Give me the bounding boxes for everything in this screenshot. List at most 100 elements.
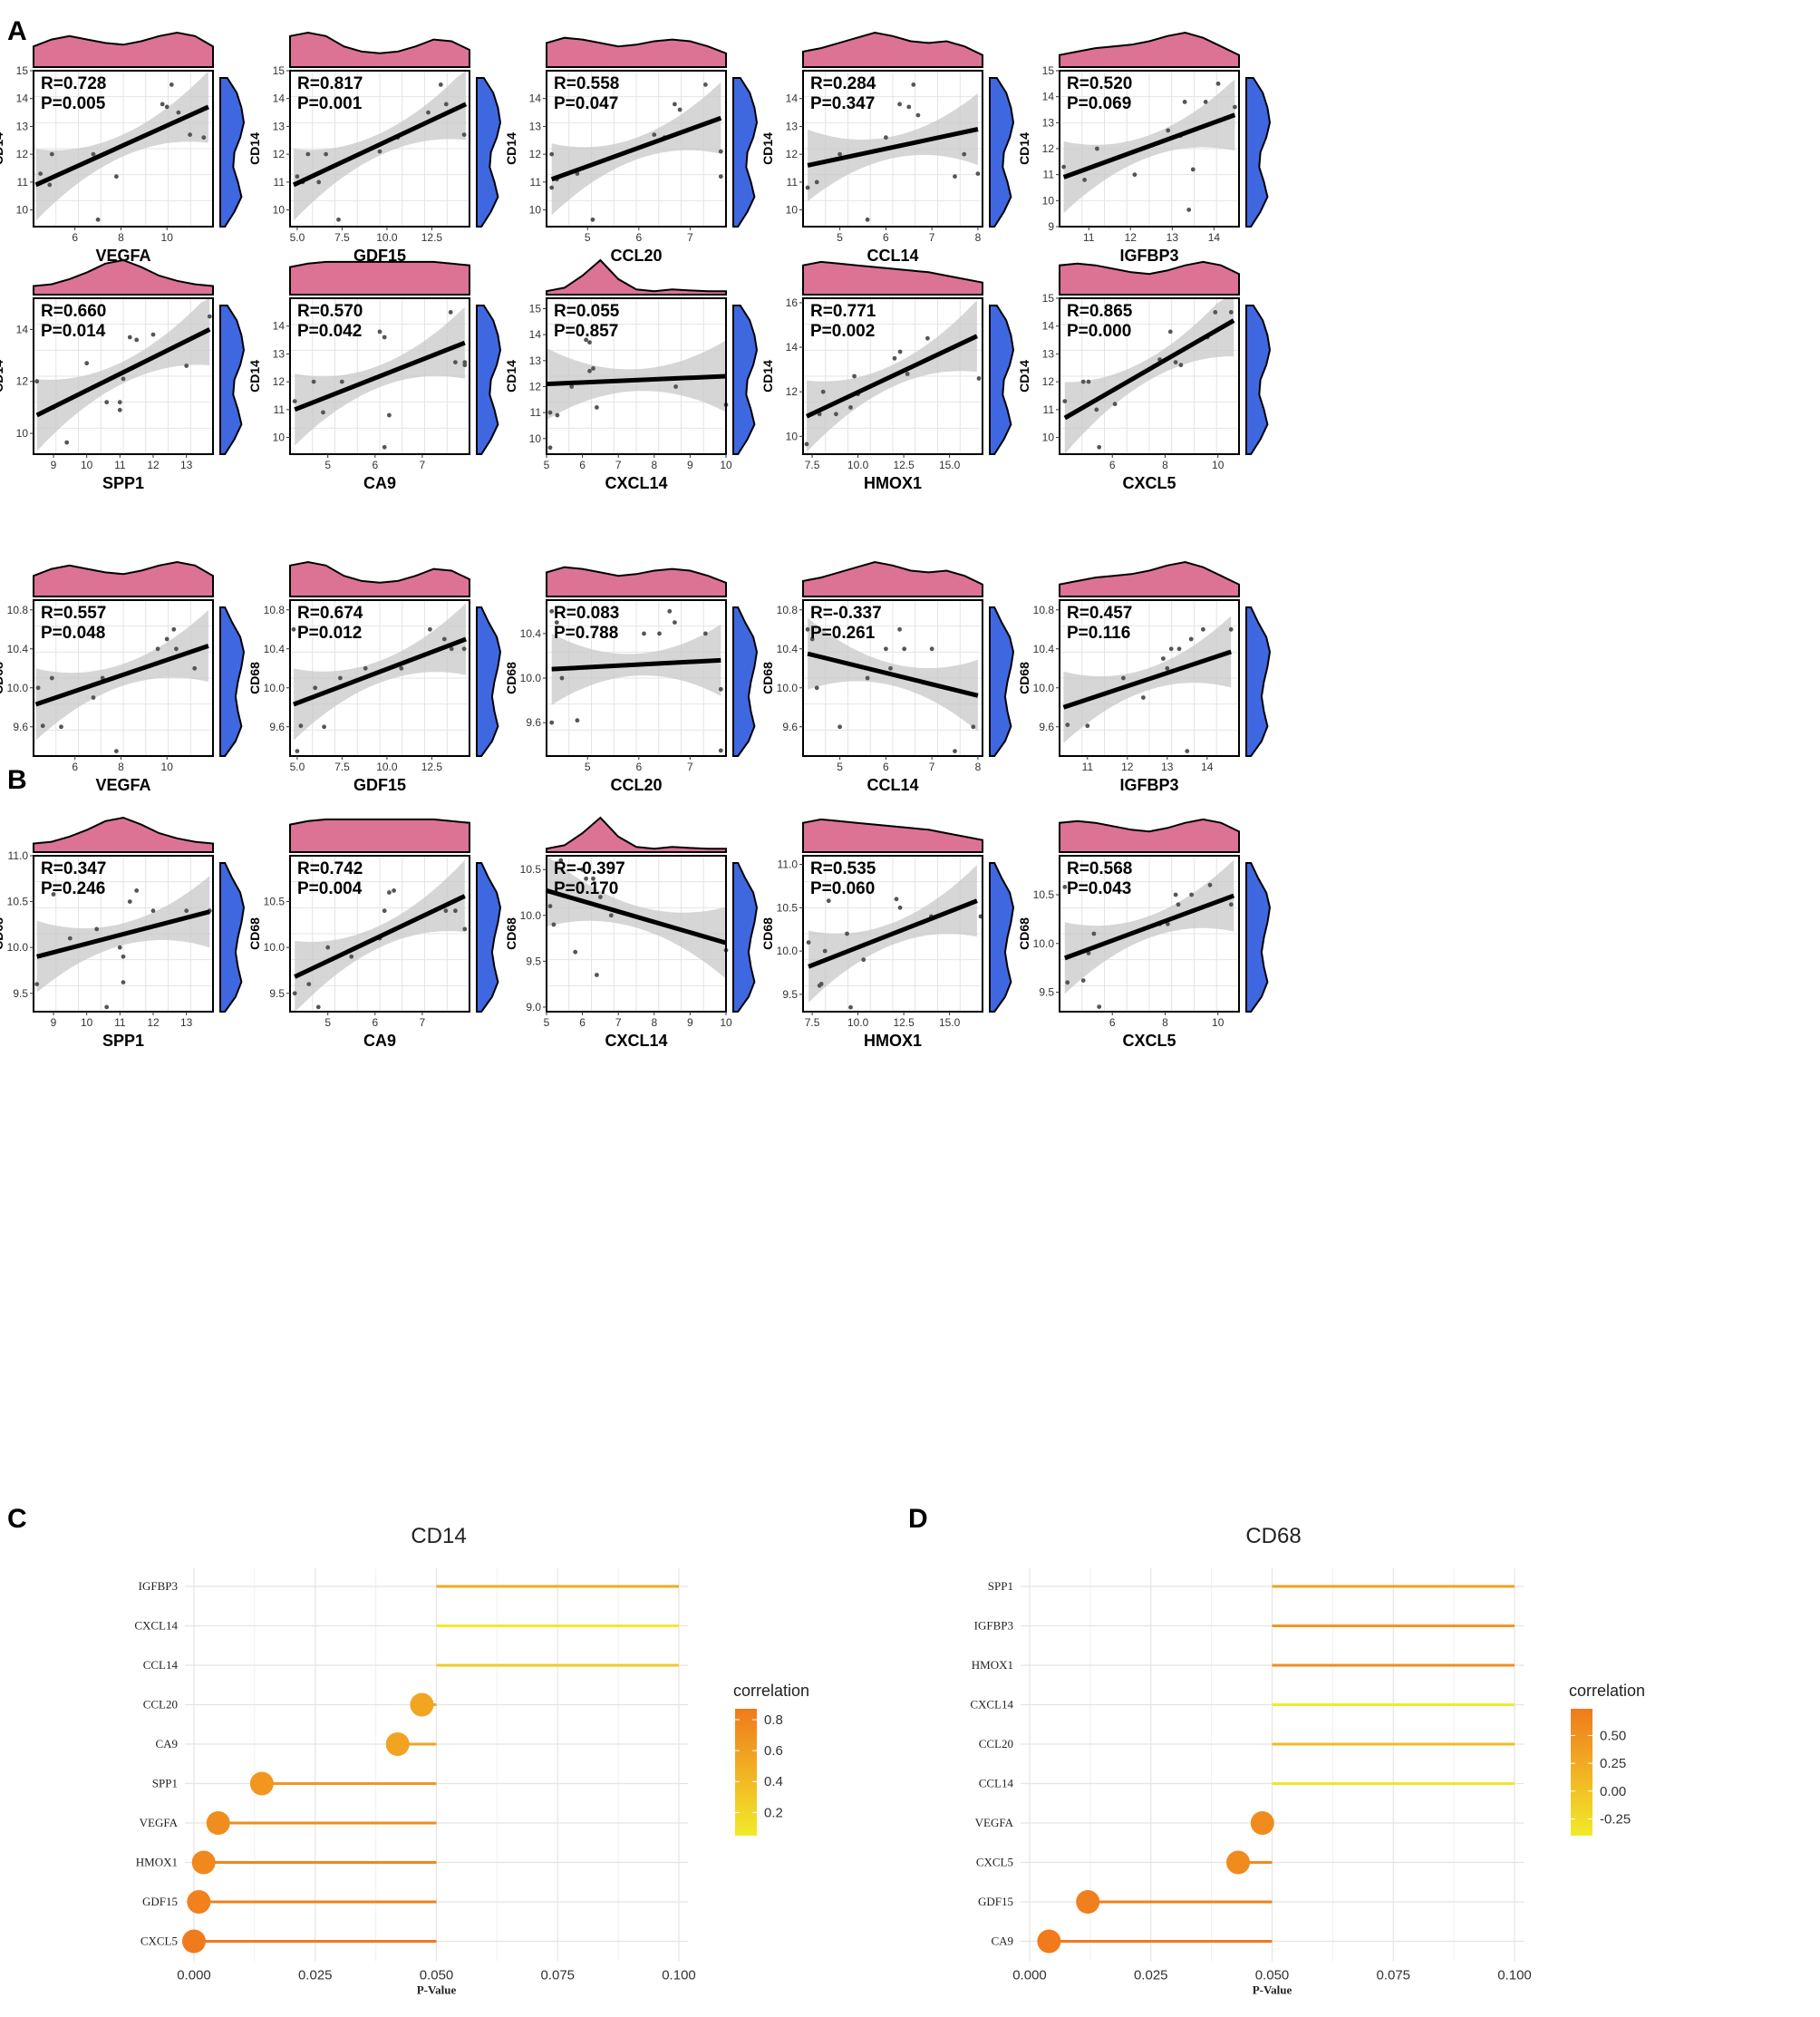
x-tick-label: 5 — [837, 761, 843, 773]
plot-frame — [33, 297, 214, 455]
data-point — [897, 349, 903, 354]
y-axis-label: CD68 — [0, 917, 5, 950]
x-tick-label: 6 — [372, 459, 378, 471]
data-point — [587, 368, 592, 373]
plot-frame — [33, 599, 214, 757]
data-point — [169, 82, 174, 87]
data-point — [121, 376, 126, 382]
x-axis-label: HMOX1 — [864, 1032, 922, 1050]
data-point — [894, 897, 899, 902]
data-point — [134, 888, 140, 893]
data-point — [313, 685, 318, 691]
category-label: GDF15 — [142, 1895, 178, 1908]
data-point — [1203, 100, 1208, 104]
y-tick-label: 9.5 — [13, 987, 28, 1000]
regression-line — [546, 888, 727, 945]
y-tick-label: 9.6 — [13, 721, 28, 733]
data-point — [929, 646, 934, 652]
x-axis-label: CCL20 — [610, 247, 662, 265]
data-point — [1062, 399, 1068, 403]
data-point — [595, 405, 599, 410]
data-point — [549, 608, 555, 614]
x-tick-label: 10.0 — [847, 1016, 869, 1029]
top-density-curve — [33, 258, 214, 296]
x-tick-label: 10 — [720, 459, 732, 471]
r-value-label: R=0.347 — [41, 859, 106, 878]
data-point — [953, 749, 957, 753]
top-density-curve — [802, 260, 983, 296]
top-density-curve — [802, 818, 983, 853]
y-tick-label: 11 — [1043, 403, 1055, 416]
x-tick-label: 7 — [420, 459, 426, 471]
category-label: CCL14 — [979, 1777, 1014, 1790]
confidence-ribbon — [1064, 298, 1234, 454]
data-point — [449, 646, 454, 652]
y-tick-label: 9 — [1048, 220, 1054, 233]
x-tick-label: 15.0 — [939, 459, 961, 471]
data-point — [718, 686, 723, 692]
y-tick-label: 12 — [1042, 375, 1055, 388]
y-tick-label: 10 — [786, 204, 799, 217]
y-axis-label: CD68 — [1017, 662, 1031, 694]
x-tick-label: 13 — [180, 459, 193, 471]
x-tick-label: 13 — [1167, 231, 1179, 244]
data-point — [316, 179, 322, 185]
data-point — [805, 185, 810, 190]
right-density-curve — [219, 77, 246, 228]
y-tick-label: 10.0 — [264, 941, 286, 954]
top-density-curve — [289, 31, 470, 68]
x-axis-label: SPP1 — [102, 1032, 144, 1050]
x-tick-label: 5.0 — [290, 231, 305, 244]
data-point — [703, 82, 708, 87]
data-point — [34, 982, 40, 986]
data-point — [1176, 902, 1181, 907]
scatter-plot-hmox1: 7.5 10.0 12.5 15.0 9.5 10.0 10.5 11.0 R=0.535P=0… — [760, 818, 1015, 1050]
x-tick-label: 6 — [579, 459, 586, 471]
y-tick-label: 11 — [787, 176, 799, 189]
data-point — [349, 954, 354, 959]
x-tick-label: 6 — [883, 231, 889, 244]
data-point — [820, 389, 826, 394]
right-density-curve — [219, 305, 246, 455]
y-tick-label: 10 — [16, 204, 29, 217]
x-tick-label: 10 — [81, 1016, 93, 1029]
top-density-curve — [802, 31, 983, 68]
y-axis-label: CD68 — [504, 917, 518, 950]
data-point — [569, 384, 575, 389]
y-tick-label: 10.5 — [777, 901, 799, 914]
r-value-label: R=0.568 — [1067, 859, 1132, 878]
right-density-curve — [732, 862, 759, 1013]
x-tick-label: 5 — [324, 459, 331, 471]
plot-frame — [546, 297, 727, 455]
data-point — [387, 412, 392, 418]
x-tick-label: 9 — [687, 1016, 693, 1029]
x-tick-label: 6 — [635, 231, 642, 244]
y-tick-label: 12 — [786, 385, 799, 398]
x-tick-label: 15.0 — [939, 1016, 961, 1029]
x-tick-label: 7 — [687, 761, 693, 773]
plot-frame — [289, 855, 470, 1013]
data-point — [171, 626, 177, 632]
data-point — [861, 957, 866, 963]
x-tick-label: 8 — [1162, 459, 1168, 471]
p-value-label: P=0.116 — [1067, 624, 1130, 643]
data-point — [1188, 636, 1194, 642]
p-value-label: P=0.246 — [41, 879, 105, 898]
x-axis-label: CXCL14 — [605, 1032, 667, 1050]
lollipop-title: CD14 — [411, 1524, 466, 1548]
y-tick-label: 12 — [786, 148, 799, 160]
top-density-curve — [1059, 818, 1240, 853]
data-point — [673, 620, 677, 625]
r-value-label: R=-0.337 — [810, 604, 882, 623]
category-label: HMOX1 — [136, 1856, 178, 1869]
data-point — [295, 174, 300, 179]
category-label: IGFBP3 — [974, 1619, 1013, 1633]
plot-frame — [1059, 297, 1240, 455]
x-tick-label: 9 — [51, 1016, 57, 1029]
y-tick-label: 16 — [786, 296, 799, 309]
data-point — [38, 171, 43, 177]
data-point — [64, 440, 70, 445]
right-density-curve — [219, 862, 246, 1013]
